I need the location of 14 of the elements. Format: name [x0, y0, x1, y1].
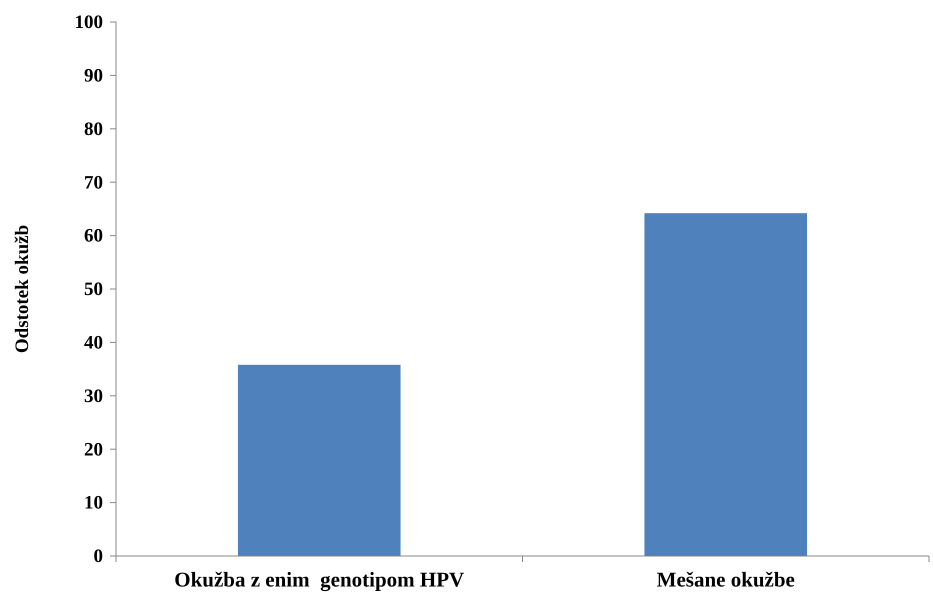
- y-axis-title: Odstotek okužb: [12, 224, 33, 354]
- y-tick-label: 30: [84, 386, 103, 407]
- x-tick-label: Mešane okužbe: [656, 567, 795, 592]
- y-tick-label: 40: [84, 332, 103, 354]
- y-tick-label: 90: [84, 65, 103, 86]
- y-tick-label: 70: [84, 172, 103, 194]
- y-tick-label: 0: [94, 546, 103, 568]
- y-tick-label: 100: [74, 12, 103, 34]
- y-tick-label: 60: [84, 226, 103, 247]
- y-tick-label: 80: [84, 118, 103, 140]
- y-tick-label: 20: [84, 439, 103, 460]
- x-tick-label: Okužba z enim genotipom HPV: [174, 567, 464, 592]
- y-tick-label: 10: [84, 492, 103, 514]
- y-tick-label: 50: [84, 279, 103, 300]
